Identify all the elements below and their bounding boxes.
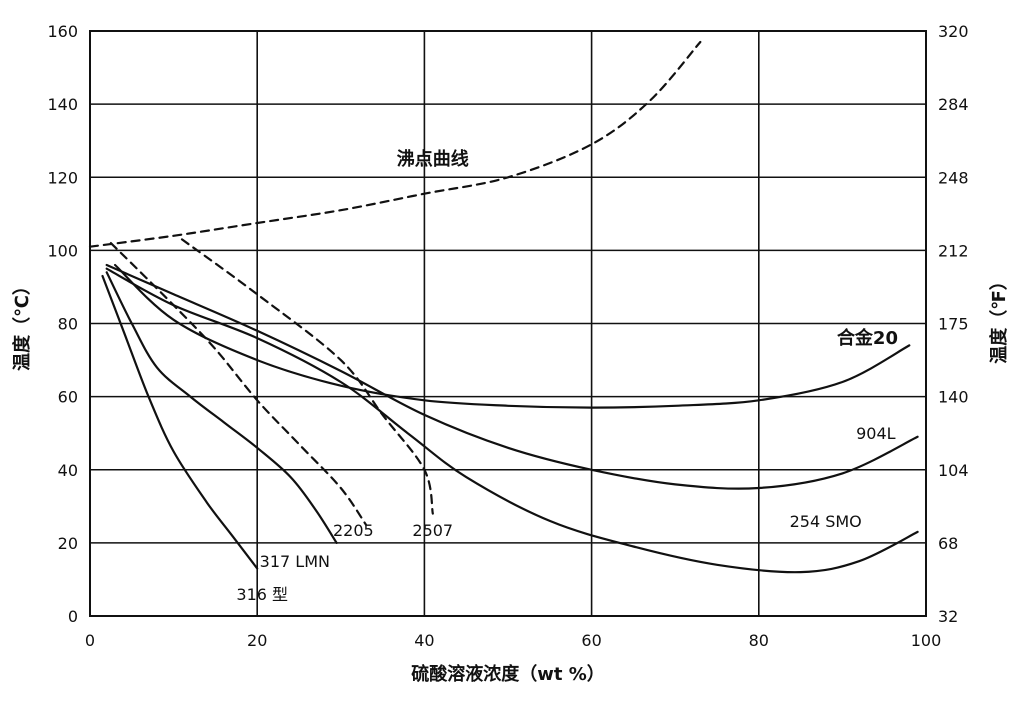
x-tick-label: 80 [749, 631, 769, 650]
series-line [105, 271, 338, 544]
series-label: 316 型 [236, 585, 288, 604]
y2-tick-label: 32 [938, 607, 958, 626]
x-tick-label: 20 [247, 631, 267, 650]
y-tick-label: 120 [47, 168, 78, 187]
y2-tick-label: 284 [938, 95, 969, 114]
series-line [101, 274, 259, 570]
series-line [114, 263, 911, 409]
series-label: 合金20 [837, 327, 898, 349]
x-tick-label: 0 [85, 631, 95, 650]
y2-tick-label: 212 [938, 241, 969, 260]
series-line [180, 238, 434, 515]
x-axis-title: 硫酸溶液浓度（wt %） [411, 663, 605, 685]
series-label: 254 SMO [790, 512, 862, 531]
series-label: 904L [856, 424, 896, 443]
y-tick-label: 140 [47, 95, 78, 114]
y2-tick-label: 320 [938, 22, 969, 41]
y-tick-label: 60 [58, 388, 78, 407]
y-tick-label: 160 [47, 22, 78, 41]
y-axis-title: 温度（℃） [11, 277, 33, 371]
y-tick-label: 80 [58, 315, 78, 334]
y-tick-label: 40 [58, 461, 78, 480]
series-label: 2205 [333, 521, 374, 540]
series-line [105, 267, 919, 574]
y-tick-label: 0 [68, 607, 78, 626]
y2-tick-label: 140 [938, 388, 969, 407]
x-tick-label: 60 [581, 631, 601, 650]
y2-tick-label: 175 [938, 315, 969, 334]
curves [88, 40, 919, 574]
series-label: 317 LMN [260, 552, 330, 571]
x-tick-label: 100 [911, 631, 942, 650]
series-line [88, 40, 702, 248]
axis-titles: 硫酸溶液浓度（wt %） 温度（℃） 温度（℉） [11, 272, 1010, 685]
series-line [109, 242, 367, 526]
y-tick-label: 100 [47, 241, 78, 260]
y2-tick-label: 104 [938, 461, 969, 480]
y2-tick-label: 68 [938, 534, 958, 553]
y-tick-label: 20 [58, 534, 78, 553]
grid [89, 30, 927, 617]
x-tick-label: 40 [414, 631, 434, 650]
tick-labels: 0 20 40 60 80 100 0 20 40 60 80 100 120 140 160 32 68 104… [47, 22, 968, 650]
series-label: 沸点曲线 [397, 148, 469, 170]
y2-tick-label: 248 [938, 168, 969, 187]
y2-axis-title: 温度（℉） [988, 272, 1010, 364]
series-label: 2507 [412, 521, 453, 540]
series-line [105, 263, 919, 490]
